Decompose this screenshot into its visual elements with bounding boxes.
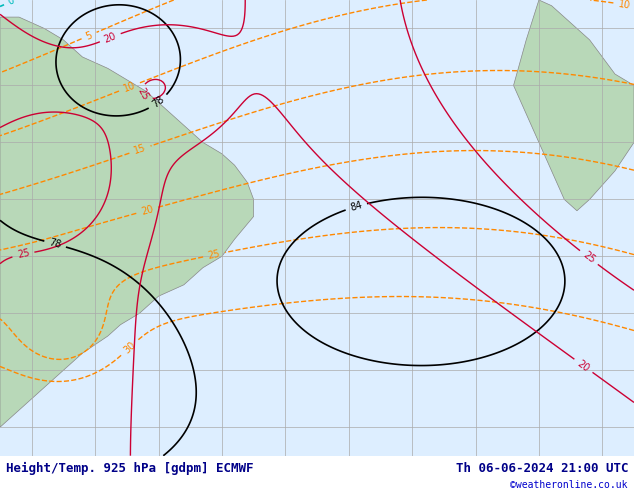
Text: 10: 10 — [122, 80, 137, 94]
Text: ©weatheronline.co.uk: ©weatheronline.co.uk — [510, 480, 628, 490]
Text: 20: 20 — [139, 204, 154, 217]
Polygon shape — [514, 0, 634, 211]
Text: Th 06-06-2024 21:00 UTC (06+63): Th 06-06-2024 21:00 UTC (06+63) — [456, 462, 634, 475]
Text: 15: 15 — [133, 143, 148, 156]
Text: 20: 20 — [103, 31, 118, 45]
Text: 84: 84 — [349, 200, 363, 213]
Text: 78: 78 — [150, 95, 166, 110]
Text: 10: 10 — [618, 0, 631, 10]
Text: 25: 25 — [581, 250, 597, 266]
Text: 25: 25 — [207, 248, 221, 261]
Text: 20: 20 — [576, 358, 592, 373]
Text: 5: 5 — [84, 30, 94, 41]
Text: 30: 30 — [122, 340, 137, 356]
Text: 25: 25 — [136, 87, 150, 102]
Text: 78: 78 — [48, 238, 62, 250]
Text: Height/Temp. 925 hPa [gdpm] ECMWF: Height/Temp. 925 hPa [gdpm] ECMWF — [6, 462, 254, 475]
Text: 25: 25 — [16, 248, 30, 260]
Polygon shape — [0, 17, 254, 427]
Text: 0: 0 — [6, 0, 16, 7]
